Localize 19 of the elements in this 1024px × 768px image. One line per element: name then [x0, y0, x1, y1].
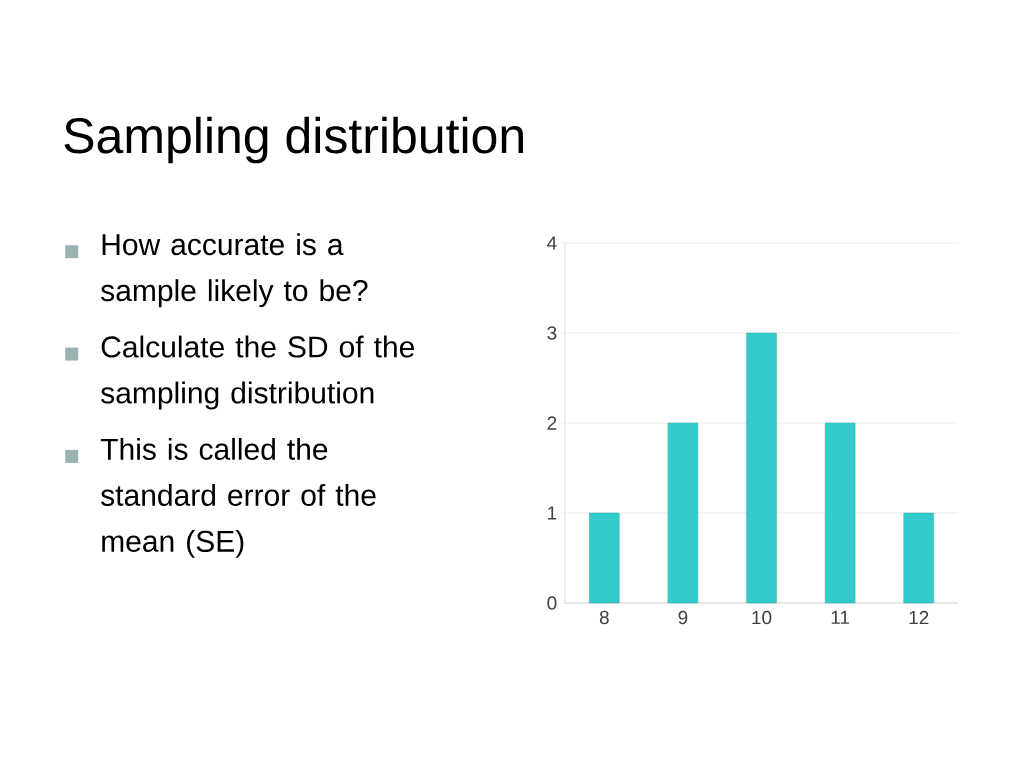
y-tick-label: 1: [548, 506, 557, 520]
chart-title: Sampling distribution: [64, 116, 523, 164]
y-tick-label: 0: [547, 596, 557, 610]
x-tick-label: 9: [678, 610, 688, 625]
bar: [903, 512, 934, 604]
text: How accurate is a sample likely to be?: [101, 233, 368, 308]
x-tick-label: 10: [752, 610, 772, 625]
y-tick-label: 2: [547, 416, 557, 430]
text: Calculate the SD of the sampling distribution: [101, 335, 414, 410]
x-tick-label: 12: [909, 610, 929, 625]
bar: [746, 332, 777, 604]
x-tick-label: 8: [599, 610, 609, 625]
bar: [667, 422, 699, 604]
bar: [589, 512, 620, 604]
text: This is called the standard error of the mean (SE): [100, 437, 376, 558]
y-tick-label: 4: [547, 236, 557, 250]
x-tick-label: 11: [831, 610, 850, 624]
y-tick-label: 3: [547, 326, 557, 340]
bar: [824, 422, 856, 604]
